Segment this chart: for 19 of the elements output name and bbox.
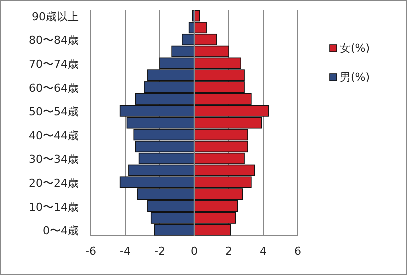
x-tick-label: 6 <box>294 245 302 258</box>
x-tick-label: 0 <box>191 245 198 258</box>
x-tick-label: 4 <box>260 245 267 258</box>
x-tick-label: -6 <box>86 245 96 258</box>
y-tick-label: 60〜64歳 <box>29 82 79 95</box>
y-tick-label: 40〜44歳 <box>29 129 79 142</box>
y-tick-label: 50〜54歳 <box>29 106 79 119</box>
legend-label: 女(%) <box>340 42 370 55</box>
y-tick-label: 90歳以上 <box>32 10 79 24</box>
x-tick-label: -2 <box>154 245 166 258</box>
y-tick-label: 20〜24歳 <box>29 176 79 190</box>
y-tick-label: 80〜84歳 <box>29 34 79 48</box>
legend-label: 男(%) <box>340 71 370 84</box>
y-tick-label: 30〜34歳 <box>29 153 79 166</box>
y-tick-label: 10〜14歳 <box>29 200 79 214</box>
y-tick-label: 70〜74歳 <box>29 58 79 72</box>
y-tick-label: 0〜4歳 <box>43 224 79 238</box>
x-tick-label: -4 <box>120 245 131 258</box>
x-tick-label: 2 <box>226 245 232 258</box>
